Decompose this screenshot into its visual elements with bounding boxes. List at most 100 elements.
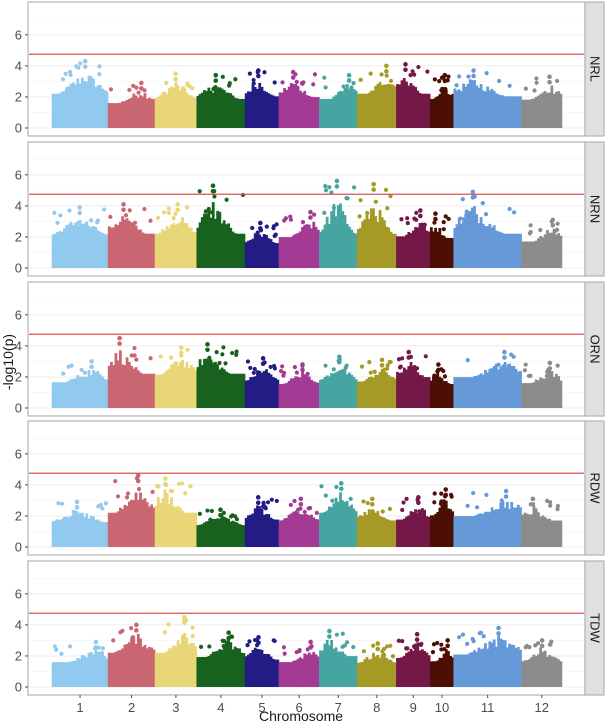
snp-column [312, 651, 316, 687]
snp-column [185, 92, 189, 128]
snp-column [416, 227, 420, 268]
snp-column [260, 236, 264, 268]
snp-point [150, 489, 155, 494]
snp-column [209, 90, 213, 128]
snp-column [323, 224, 327, 268]
snp-column [127, 220, 131, 268]
snp-column [499, 366, 503, 408]
snp-column [267, 654, 271, 687]
snp-column [269, 374, 273, 408]
snp-column [343, 654, 347, 687]
snp-column [484, 226, 487, 268]
chromosome-11-points [453, 349, 522, 408]
snp-column [407, 232, 411, 268]
snp-column [319, 650, 322, 687]
x-tick-label: 6 [296, 700, 303, 715]
snp-point [290, 75, 296, 80]
snp-point [454, 83, 459, 88]
snp-column [92, 78, 95, 128]
snp-point [197, 189, 202, 194]
snp-column [402, 78, 406, 128]
snp-column [152, 649, 156, 687]
snp-point [268, 364, 273, 370]
snp-column [96, 519, 100, 547]
snp-point [432, 77, 437, 82]
snp-column [224, 371, 228, 408]
snp-point [302, 509, 307, 515]
snp-column [287, 237, 291, 268]
snp-point [410, 69, 415, 74]
chromosome-3-points [154, 476, 198, 547]
snp-column [402, 367, 406, 408]
snp-point [169, 488, 175, 494]
chromosome-1-points [51, 499, 109, 547]
snp-column [211, 518, 215, 547]
snp-peak-point [384, 63, 389, 69]
snp-point [308, 215, 313, 220]
snp-point [281, 645, 287, 650]
snp-column [176, 85, 180, 128]
snp-column [209, 519, 213, 547]
facet-strip [584, 281, 605, 417]
snp-point [457, 635, 462, 640]
snp-point [425, 69, 430, 74]
snp-column [391, 661, 395, 687]
snp-point [533, 643, 538, 648]
chromosome-4-points [196, 342, 246, 408]
snp-point [234, 352, 239, 357]
snp-point [130, 635, 135, 640]
snp-column [51, 93, 55, 128]
snp-column [60, 518, 64, 547]
snp-point [470, 636, 475, 642]
snp-column [301, 226, 304, 268]
snp-column [181, 217, 184, 268]
snp-column [278, 662, 282, 687]
snp-column [174, 224, 178, 268]
snp-column [550, 85, 554, 128]
snp-point [171, 87, 176, 92]
snp-column [170, 497, 173, 547]
snp-point [357, 214, 362, 219]
snp-column [53, 93, 57, 128]
snp-column [418, 223, 422, 268]
snp-column [372, 511, 375, 547]
snp-point [61, 371, 66, 376]
snp-column [369, 208, 373, 268]
snp-column [537, 512, 540, 547]
snp-column [292, 660, 295, 687]
snp-column [436, 511, 440, 547]
snp-column [76, 514, 80, 547]
snp-column [490, 368, 494, 408]
snp-point [198, 644, 204, 649]
snp-point [173, 361, 179, 366]
snp-column [118, 221, 122, 268]
snp-column [488, 512, 492, 547]
snp-column [442, 499, 446, 547]
snp-column [127, 362, 131, 408]
snp-column [161, 92, 165, 128]
snp-column [185, 637, 189, 687]
snp-point [132, 353, 137, 358]
snp-peak-point [210, 183, 216, 189]
snp-column [116, 225, 120, 268]
snp-column [343, 88, 347, 128]
snp-point [522, 368, 527, 373]
chromosome-1-points [51, 58, 109, 128]
snp-column [537, 238, 540, 268]
chromosome-1-points [51, 359, 109, 408]
snp-column [376, 221, 380, 268]
snp-column [172, 645, 176, 687]
snp-column [367, 377, 371, 408]
snp-column [176, 640, 180, 687]
snp-point [411, 644, 417, 649]
snp-column [105, 91, 109, 128]
snp-point [388, 359, 393, 365]
snp-column [294, 660, 298, 687]
snp-point [66, 364, 71, 369]
snp-column [220, 88, 224, 128]
snp-column [198, 524, 202, 547]
snp-column [380, 368, 384, 408]
snp-column [398, 84, 402, 128]
snp-column [233, 521, 237, 547]
snp-point [484, 492, 489, 497]
